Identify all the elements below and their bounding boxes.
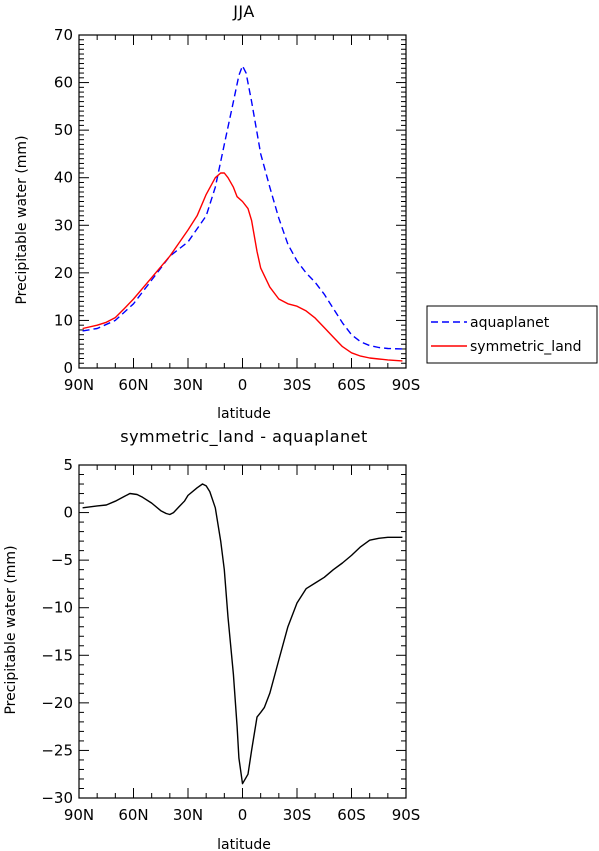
bottom-x-tick-label: 60S — [337, 806, 366, 824]
legend-box — [426, 305, 598, 364]
top-y-tick-label: 70 — [54, 26, 73, 44]
bottom-y-tick-label: 5 — [63, 456, 73, 474]
bottom-x-tick-label: 60N — [118, 806, 148, 824]
bottom-chart-y-axis-label: Precipitable water (mm) — [3, 545, 19, 714]
bottom-chart-title: symmetric_land - aquaplanet — [120, 427, 367, 447]
top-y-tick-label: 30 — [54, 216, 73, 234]
top-chart-title: JJA — [232, 2, 255, 21]
bottom-y-tick-label: −20 — [41, 694, 73, 712]
top-y-tick-label: 10 — [54, 311, 73, 329]
top-series-line-aquaplanet — [82, 65, 403, 350]
top-x-tick-label: 90N — [64, 376, 94, 394]
bottom-chart-frame — [78, 464, 407, 799]
top-series-line-symmetric-land — [82, 172, 403, 362]
legend: aquaplanet symmetric_land — [426, 305, 598, 364]
bottom-y-tick-label: −25 — [41, 741, 73, 759]
top-y-tick-label: 40 — [54, 169, 73, 187]
bottom-y-tick-label: −5 — [51, 551, 73, 569]
top-x-tick-label: 30N — [173, 376, 203, 394]
top-chart-panel: JJA Precipitable water (mm) latitude 90N… — [14, 2, 420, 422]
bottom-y-tick-label: −10 — [41, 599, 73, 617]
bottom-x-tick-label: 90N — [64, 806, 94, 824]
bottom-y-tick-label: −30 — [41, 789, 73, 807]
bottom-x-tick-label: 90S — [392, 806, 421, 824]
top-y-tick-label: 20 — [54, 264, 73, 282]
top-y-tick-label: 0 — [63, 359, 73, 377]
top-x-tick-label: 0 — [238, 376, 248, 394]
top-x-tick-label: 30S — [283, 376, 312, 394]
bottom-y-tick-label: −15 — [41, 646, 73, 664]
legend-label-aquaplanet: aquaplanet — [470, 315, 550, 331]
legend-label-symmetric-land: symmetric_land — [470, 339, 582, 355]
top-chart-x-axis-label: latitude — [217, 406, 271, 422]
top-chart-y-axis-label: Precipitable water (mm) — [14, 135, 30, 304]
top-y-tick-label: 50 — [54, 121, 73, 139]
top-x-tick-label: 60S — [337, 376, 366, 394]
top-x-tick-label: 90S — [392, 376, 421, 394]
top-x-tick-label: 60N — [118, 376, 148, 394]
bottom-y-tick-label: 0 — [63, 504, 73, 522]
top-y-tick-label: 60 — [54, 74, 73, 92]
bottom-series-line-difference — [82, 483, 403, 785]
bottom-x-tick-label: 30N — [173, 806, 203, 824]
bottom-chart-x-axis-label: latitude — [217, 837, 271, 851]
top-chart-frame — [78, 34, 407, 369]
bottom-chart-panel: symmetric_land - aquaplanet Precipitable… — [3, 427, 420, 851]
bottom-x-tick-label: 0 — [238, 806, 248, 824]
bottom-x-tick-label: 30S — [283, 806, 312, 824]
